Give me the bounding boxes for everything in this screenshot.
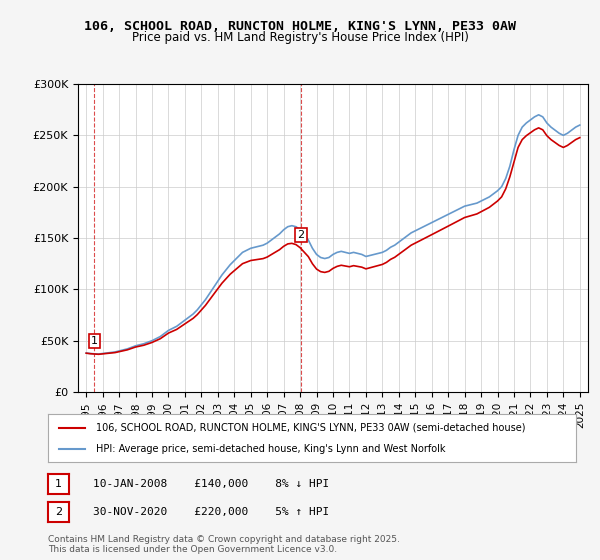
Text: 10-JAN-2008    £140,000    8% ↓ HPI: 10-JAN-2008 £140,000 8% ↓ HPI [93, 479, 329, 489]
Text: Contains HM Land Registry data © Crown copyright and database right 2025.
This d: Contains HM Land Registry data © Crown c… [48, 535, 400, 554]
Text: Price paid vs. HM Land Registry's House Price Index (HPI): Price paid vs. HM Land Registry's House … [131, 31, 469, 44]
Text: 1: 1 [55, 479, 62, 489]
Text: HPI: Average price, semi-detached house, King's Lynn and West Norfolk: HPI: Average price, semi-detached house,… [95, 444, 445, 454]
Text: 1: 1 [91, 336, 98, 346]
Text: 106, SCHOOL ROAD, RUNCTON HOLME, KING'S LYNN, PE33 0AW (semi-detached house): 106, SCHOOL ROAD, RUNCTON HOLME, KING'S … [95, 423, 525, 433]
Text: 106, SCHOOL ROAD, RUNCTON HOLME, KING'S LYNN, PE33 0AW: 106, SCHOOL ROAD, RUNCTON HOLME, KING'S … [84, 20, 516, 32]
Text: 2: 2 [297, 230, 304, 240]
Text: 30-NOV-2020    £220,000    5% ↑ HPI: 30-NOV-2020 £220,000 5% ↑ HPI [93, 507, 329, 517]
Text: 2: 2 [55, 507, 62, 517]
